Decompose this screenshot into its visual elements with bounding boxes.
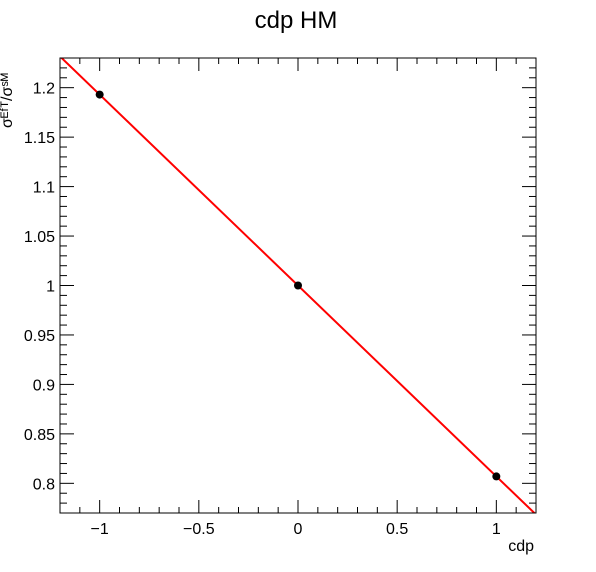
y-tick-label: 0.8 (33, 476, 55, 493)
data-point (95, 90, 104, 99)
y-tick-label: 0.85 (24, 427, 55, 444)
y-tick-label: 1.15 (24, 130, 55, 147)
x-axis-label: cdp (508, 538, 534, 555)
plot-frame (59, 57, 537, 514)
y-tick-label: 1.05 (24, 229, 55, 246)
x-tick-label: 0.5 (386, 521, 408, 538)
data-point (294, 281, 302, 290)
y-tick-label: 1.2 (33, 81, 55, 98)
data-points (95, 90, 501, 481)
chart-title: cdp HM (255, 7, 338, 34)
y-tick-label: 0.9 (33, 377, 55, 394)
x-tick-label: 1 (492, 521, 501, 538)
y-tick-label: 0.95 (24, 328, 55, 345)
x-tick-label: −1 (91, 521, 109, 538)
y-tick-label: 1 (46, 279, 55, 296)
axis-ticks: −1 −0.5 0 0.5 1 0.8 0.85 0.9 0.95 1 1.05 1.1 1.15 1.2 (24, 57, 537, 538)
x-tick-label: 0 (294, 521, 303, 538)
y-axis-label: σᴱᶠᵀ/σˢᴹ (0, 73, 16, 128)
x-tick-label: −0.5 (183, 521, 215, 538)
data-point (492, 472, 501, 481)
y-tick-label: 1.1 (33, 180, 55, 197)
